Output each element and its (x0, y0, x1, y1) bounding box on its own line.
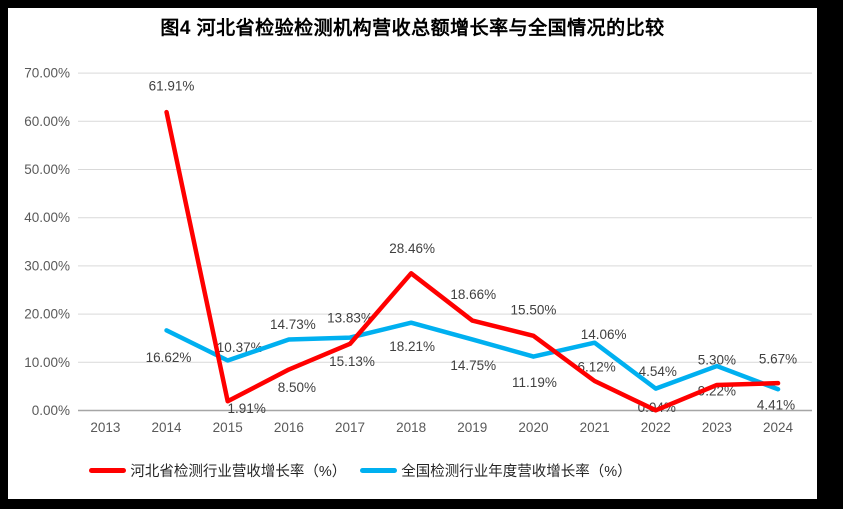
data-label: 6.12% (577, 360, 615, 375)
x-tick-label: 2016 (274, 420, 304, 435)
data-label: 14.73% (270, 317, 316, 332)
data-label: 15.50% (511, 302, 557, 317)
data-label: 4.41% (757, 398, 795, 413)
data-label: 14.75% (450, 358, 496, 373)
data-label: 1.91% (228, 401, 266, 416)
data-label: 61.91% (149, 79, 195, 94)
data-label: 28.46% (389, 241, 435, 256)
x-tick-label: 2015 (213, 420, 243, 435)
data-label: 8.50% (278, 380, 316, 395)
legend-item-hebei: 河北省检测行业营收增长率（%） (89, 460, 346, 481)
chart-legend: 河北省检测行业营收增长率（%） 全国检测行业年度营收增长率（%） (0, 460, 765, 481)
x-tick-label: 2020 (518, 420, 548, 435)
x-tick-label: 2019 (457, 420, 487, 435)
series-line (164, 320, 781, 392)
data-label: 18.21% (389, 339, 435, 354)
x-tick-label: 2014 (152, 420, 183, 435)
x-tick-label: 2021 (580, 420, 610, 435)
data-label: 4.54% (639, 364, 677, 379)
y-tick-label: 40.00% (24, 210, 70, 225)
y-tick-label: 20.00% (24, 307, 70, 322)
chart-title: 图4 河北省检验检测机构营收总额增长率与全国情况的比较 (160, 18, 665, 39)
y-tick-label: 30.00% (24, 258, 70, 273)
data-label: 13.83% (327, 310, 373, 325)
y-tick-label: 10.00% (24, 355, 70, 370)
data-label: 5.67% (759, 352, 797, 367)
chart-panel: 图4 河北省检验检测机构营收总额增长率与全国情况的比较 0.00% 10.00% 2… (8, 8, 817, 499)
legend-swatch-red-line-icon (89, 468, 127, 473)
y-tick-label: 60.00% (24, 114, 70, 129)
data-label: 18.66% (450, 287, 496, 302)
x-tick-label: 2022 (641, 420, 671, 435)
y-tick-label: 0.00% (32, 403, 70, 418)
data-label: 5.30% (698, 352, 736, 367)
x-tick-label: 2018 (396, 420, 426, 435)
x-tick-label: 2024 (763, 420, 794, 435)
x-tick-label: 2017 (335, 420, 365, 435)
data-label: 15.13% (329, 354, 375, 369)
x-tick-label: 2023 (702, 420, 732, 435)
y-tick-label: 50.00% (24, 162, 70, 177)
legend-label-national: 全国检测行业年度营收增长率（%） (401, 464, 632, 480)
legend-swatch-blue-line-icon (360, 468, 398, 473)
x-tick-label: 2013 (90, 420, 120, 435)
y-tick-label: 70.00% (24, 66, 70, 81)
series-line (164, 109, 781, 413)
data-label: 16.62% (146, 350, 192, 365)
legend-item-national: 全国检测行业年度营收增长率（%） (360, 460, 632, 481)
line-chart: 0.00% 10.00% 20.00% 30.00% 40.00% 50.00% 60.00… (24, 66, 812, 435)
legend-label-hebei: 河北省检测行业营收增长率（%） (130, 464, 347, 480)
data-label: 11.19% (512, 375, 557, 390)
data-label: 14.06% (581, 327, 627, 342)
